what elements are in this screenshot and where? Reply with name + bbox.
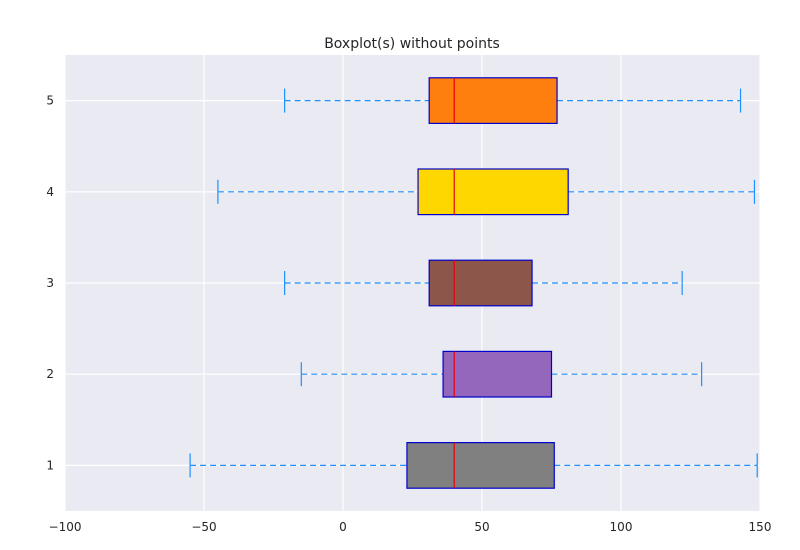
y-tick-label: 1 [46,458,54,472]
box-2 [300,350,703,398]
x-tick-label: 50 [474,520,489,534]
chart-title: Boxplot(s) without points [324,36,500,52]
x-tick-label: 0 [339,520,347,534]
x-tick-label: 100 [610,520,633,534]
x-axis: −100 −50 0 50 100 150 [49,520,772,534]
box-5 [284,77,742,125]
box-3 [284,259,683,307]
boxes-group [189,77,758,489]
y-tick-label: 2 [46,367,54,381]
y-tick-label: 5 [46,94,54,108]
box-4 [217,168,756,216]
y-axis: 1 2 3 4 5 [46,94,54,473]
x-tick-label: 150 [749,520,772,534]
box-iqr [428,77,558,125]
x-tick-label: −100 [49,520,82,534]
box-iqr [406,442,555,489]
box-iqr [442,350,553,398]
y-tick-label: 4 [46,185,54,199]
box-iqr [417,168,569,216]
x-tick-label: −50 [191,520,216,534]
y-tick-label: 3 [46,276,54,290]
box-iqr [428,259,533,307]
box-1 [189,442,758,489]
